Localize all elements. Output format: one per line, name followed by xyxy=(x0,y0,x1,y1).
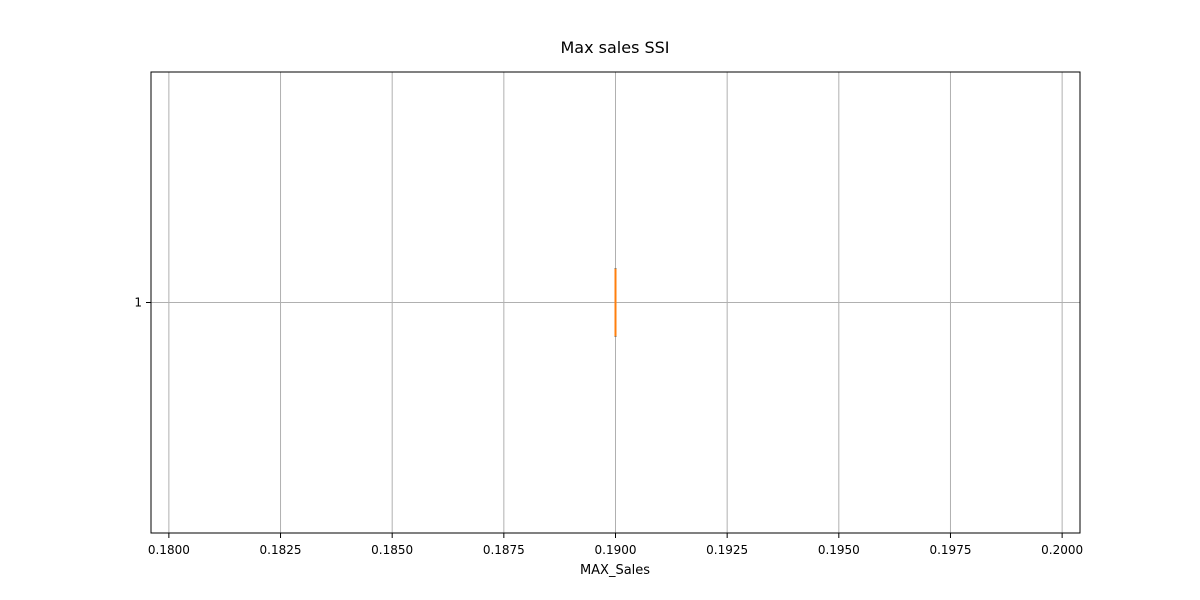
x-axis-ticks: 0.1800 0.1825 0.1850 0.1875 0.1900 0.1925 0.19… xyxy=(148,533,1083,557)
x-axis-label: MAX_Sales xyxy=(580,563,650,578)
y-tick-label: 1 xyxy=(134,296,142,310)
x-tick-label: 0.2000 xyxy=(1041,543,1083,557)
x-tick-label: 0.1975 xyxy=(929,543,971,557)
x-tick-label: 0.1875 xyxy=(483,543,525,557)
x-tick-label: 0.1850 xyxy=(371,543,413,557)
box-layer xyxy=(614,268,617,337)
chart-title: Max sales SSI xyxy=(560,38,669,57)
x-tick-label: 0.1950 xyxy=(818,543,860,557)
x-tick-label: 0.1800 xyxy=(148,543,190,557)
y-axis-ticks: 1 xyxy=(134,296,151,310)
x-tick-label: 0.1925 xyxy=(706,543,748,557)
x-tick-label: 0.1900 xyxy=(595,543,637,557)
x-tick-label: 0.1825 xyxy=(260,543,302,557)
